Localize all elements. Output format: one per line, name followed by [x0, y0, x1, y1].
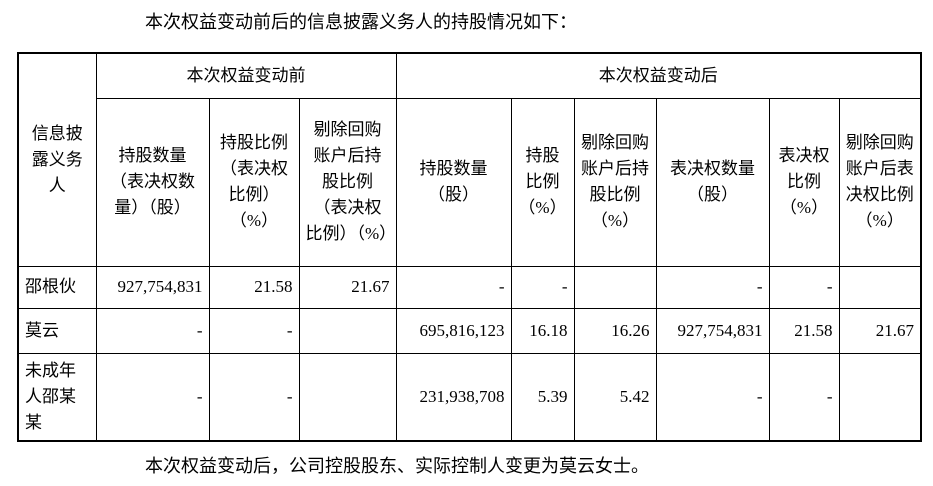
header-cell: 信息披露义务人	[17, 52, 97, 267]
party-name: 未成年人邵某某	[17, 352, 97, 442]
group-header: 本次权益变动后	[395, 52, 922, 99]
table-cell: 927,754,831	[655, 307, 770, 354]
table-cell: 927,754,831	[95, 265, 210, 309]
table-cell: -	[768, 352, 840, 442]
column-header: 持股数量（表决权数量）（股）	[95, 97, 210, 267]
table-cell: 21.67	[838, 307, 922, 354]
closing-text: 本次权益变动后，公司控股股东、实际控制人变更为莫云女士。	[145, 456, 649, 476]
table-cell: -	[510, 265, 575, 309]
table-cell: 16.18	[510, 307, 575, 354]
table-cell	[298, 307, 397, 354]
table-cell: 695,816,123	[395, 307, 512, 354]
table-cell: 21.58	[768, 307, 840, 354]
table-cell: -	[655, 352, 770, 442]
table-cell: 21.58	[208, 265, 300, 309]
table-cell	[838, 352, 922, 442]
column-header: 表决权数量（股）	[655, 97, 770, 267]
table-row: 莫云 - -695,816,123 16.18 16.26 927,754,831 21.5…	[17, 307, 922, 354]
column-header: 表决权比例（%）	[768, 97, 840, 267]
table-cell: -	[95, 352, 210, 442]
table-cell: 231,938,708	[395, 352, 512, 442]
column-header: 剔除回购账户后持股比例（%）	[573, 97, 657, 267]
column-header: 持股比例（%）	[510, 97, 575, 267]
group-header: 本次权益变动前	[95, 52, 397, 99]
column-header: 持股数量（股）	[395, 97, 512, 267]
party-name: 莫云	[17, 307, 97, 354]
column-header: 剔除回购账户后表决权比例（%）	[838, 97, 922, 267]
table-cell	[298, 352, 397, 442]
table-cell: -	[208, 307, 300, 354]
holding-table: 信息披露义务人 本次权益变动前 本次权益变动后 持股数量（表决权数量）（股） 持股…	[17, 52, 923, 442]
table-row: 邵根伙 927,754,831 21.58 21.67- - - -	[17, 265, 922, 309]
column-header: 剔除回购账户后持股比例（表决权比例）（%）	[298, 97, 397, 267]
table-cell: -	[768, 265, 840, 309]
table-cell: -	[208, 352, 300, 442]
table-cell	[573, 265, 657, 309]
party-name: 邵根伙	[17, 265, 97, 309]
column-header: 持股比例（表决权比例）（%）	[208, 97, 300, 267]
table-cell: -	[95, 307, 210, 354]
table-cell: 16.26	[573, 307, 657, 354]
table-row: 未成年人邵某某 - -231,938,708 5.39 5.42- -	[17, 352, 922, 442]
table-cell: 5.42	[573, 352, 657, 442]
table-cell: 21.67	[298, 265, 397, 309]
table-cell: -	[655, 265, 770, 309]
table-cell: 5.39	[510, 352, 575, 442]
intro-text: 本次权益变动前后的信息披露义务人的持股情况如下：	[145, 12, 577, 32]
table-cell	[838, 265, 922, 309]
table-cell: -	[395, 265, 512, 309]
